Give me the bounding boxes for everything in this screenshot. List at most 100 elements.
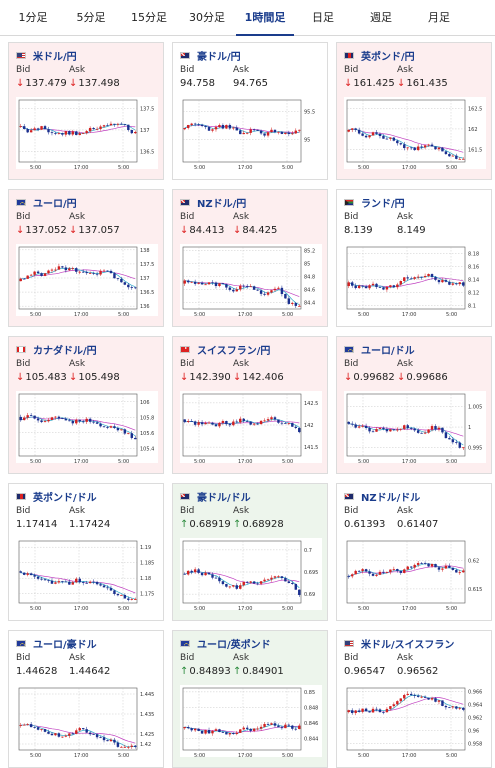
- candle-body: [102, 270, 106, 272]
- pair-name[interactable]: 豪ドル/ドル: [197, 492, 251, 504]
- candle-body: [354, 285, 357, 289]
- y-tick-label: 105.4: [140, 446, 154, 452]
- rate-card-nzd-jpy[interactable]: NZドル/円 Bid Ask ↓84.413 ↓84.425 85.2 85 84.…: [172, 189, 328, 327]
- arrow-down-icon: ↓: [397, 78, 406, 89]
- plot-frame: [346, 246, 466, 310]
- candle-body: [186, 727, 190, 729]
- candle-body: [54, 416, 57, 418]
- rate-card-aud-usd[interactable]: 豪ドル/ドル Bid Ask ↑0.68919 ↑0.68928 0.7 0.69…: [172, 483, 328, 621]
- pair-name[interactable]: 英ポンド/円: [361, 51, 415, 63]
- ask-label: Ask: [233, 653, 250, 663]
- candle-body: [50, 733, 54, 736]
- pair-name[interactable]: 米ドル/円: [33, 51, 77, 63]
- candle-body: [36, 128, 40, 130]
- candle-body: [92, 127, 95, 130]
- candle-body: [427, 274, 430, 277]
- x-tick-label: 5:00: [446, 753, 457, 757]
- candle-body: [116, 278, 120, 280]
- candle-body: [36, 576, 40, 579]
- moving-average-short: [184, 124, 300, 134]
- candle-body: [444, 151, 448, 155]
- candle-body: [54, 133, 57, 134]
- rate-card-eur-aud[interactable]: ユーロ/豪ドル Bid Ask 1.44628 1.44642 1.445 1.4…: [8, 630, 164, 768]
- pair-name[interactable]: カナダドル/円: [33, 345, 97, 357]
- y-tick-label: 141.5: [304, 445, 318, 451]
- candle-body: [361, 425, 364, 427]
- bid-label: Bid: [344, 506, 359, 516]
- tab-daily[interactable]: 日足: [312, 11, 334, 24]
- pair-name[interactable]: 英ポンド/ドル: [33, 492, 97, 504]
- x-tick-label: 17:00: [74, 165, 88, 169]
- pair-name[interactable]: 豪ドル/円: [197, 51, 241, 63]
- candle-body: [190, 570, 193, 573]
- candle-body: [284, 422, 287, 424]
- bid-value: ↓0.99682: [344, 372, 395, 383]
- candle-body: [249, 421, 252, 425]
- candle-body: [423, 563, 427, 564]
- rate-card-chf-jpy[interactable]: スイスフラン/円 Bid Ask ↓142.390 ↓142.406 142.5…: [172, 336, 328, 474]
- pair-name[interactable]: NZドル/ドル: [361, 492, 421, 504]
- candle-body: [235, 289, 239, 292]
- candle-body: [57, 416, 61, 419]
- tab-30min[interactable]: 30分足: [189, 11, 225, 24]
- candle-body: [99, 423, 102, 427]
- rate-card-eur-gbp[interactable]: ユーロ/英ポンド Bid Ask ↑0.84893 ↑0.84901 0.85 0…: [172, 630, 328, 768]
- rate-card-usd-jpy[interactable]: 米ドル/円 Bid Ask ↓137.479 ↓137.498 137.5 137…: [8, 42, 164, 180]
- ask-value: ↓137.498: [69, 78, 120, 89]
- candle-body: [406, 147, 409, 149]
- rate-card-aud-jpy[interactable]: 豪ドル/円 Bid Ask 94.758 94.765 95.5 95 5:00 17…: [172, 42, 328, 180]
- candle-body: [357, 570, 361, 572]
- pair-name[interactable]: ランド/円: [361, 198, 405, 210]
- moving-average-short: [348, 423, 464, 446]
- tab-1hour[interactable]: 1時間足: [236, 0, 294, 36]
- rate-card-gbp-jpy[interactable]: 英ポンド/円 Bid Ask ↓161.425 ↓161.435 162.5 16…: [336, 42, 492, 180]
- candle-body: [451, 567, 455, 570]
- pair-name[interactable]: 米ドル/スイスフラン: [361, 639, 455, 651]
- candle-body: [68, 581, 71, 585]
- candle-body: [354, 424, 357, 428]
- pair-name[interactable]: ユーロ/円: [33, 198, 77, 210]
- rate-card-zar-jpy[interactable]: ランド/円 Bid Ask 8.139 8.149 8.18 8.16 8.14 8.…: [336, 189, 492, 327]
- candle-body: [43, 579, 47, 581]
- plot-frame: [182, 540, 302, 604]
- moving-average-short: [184, 570, 300, 589]
- candle-body: [204, 126, 207, 128]
- tab-monthly[interactable]: 月足: [428, 11, 450, 24]
- rate-card-eur-usd[interactable]: ユーロ/ドル Bid Ask ↓0.99682 ↓0.99686 1.005 1 0…: [336, 336, 492, 474]
- pair-name[interactable]: NZドル/円: [197, 198, 247, 210]
- candle-body: [259, 726, 263, 729]
- ask-value: ↑0.84901: [233, 666, 284, 677]
- pair-name[interactable]: ユーロ/ドル: [361, 345, 415, 357]
- card-header: 米ドル/円: [16, 47, 77, 63]
- ask-price: 161.435: [406, 78, 448, 89]
- bid-value: ↓142.390: [180, 372, 231, 383]
- candle-body: [92, 273, 95, 274]
- pair-name[interactable]: ユーロ/英ポンド: [197, 639, 271, 651]
- rate-card-nzd-usd[interactable]: NZドル/ドル Bid Ask 0.61393 0.61407 0.62 0.61…: [336, 483, 492, 621]
- bid-value: 0.61393: [344, 519, 385, 530]
- candle-body: [211, 422, 214, 425]
- candle-body: [392, 285, 396, 288]
- candle-body: [252, 728, 256, 731]
- rate-card-usd-chf[interactable]: 米ドル/スイスフラン Bid Ask 0.96547 0.96562 0.966…: [336, 630, 492, 768]
- candle-body: [357, 285, 361, 289]
- tab-1min[interactable]: 1分足: [18, 11, 48, 24]
- candle-body: [64, 418, 68, 421]
- pair-name[interactable]: スイスフラン/円: [197, 345, 271, 357]
- candle-body: [270, 417, 273, 420]
- rate-card-eur-jpy[interactable]: ユーロ/円 Bid Ask ↓137.052 ↓137.057 138 137.5…: [8, 189, 164, 327]
- tab-weekly[interactable]: 週足: [370, 11, 392, 24]
- candle-body: [26, 573, 29, 575]
- tab-15min[interactable]: 15分足: [131, 11, 167, 24]
- tab-5min[interactable]: 5分足: [76, 11, 106, 24]
- candle-body: [270, 723, 273, 725]
- candle-body: [127, 433, 130, 435]
- candle-body: [361, 708, 364, 712]
- y-tick-label: 0.7: [304, 548, 312, 554]
- pair-name[interactable]: ユーロ/豪ドル: [33, 639, 97, 651]
- x-tick-label: 5:00: [118, 753, 129, 757]
- arrow-down-icon: ↓: [344, 78, 353, 89]
- rate-card-gbp-usd[interactable]: 英ポンド/ドル Bid Ask 1.17414 1.17424 1.19 1.18…: [8, 483, 164, 621]
- rate-card-cad-jpy[interactable]: カナダドル/円 Bid Ask ↓105.483 ↓105.498 106 105…: [8, 336, 164, 474]
- candle-body: [409, 428, 413, 429]
